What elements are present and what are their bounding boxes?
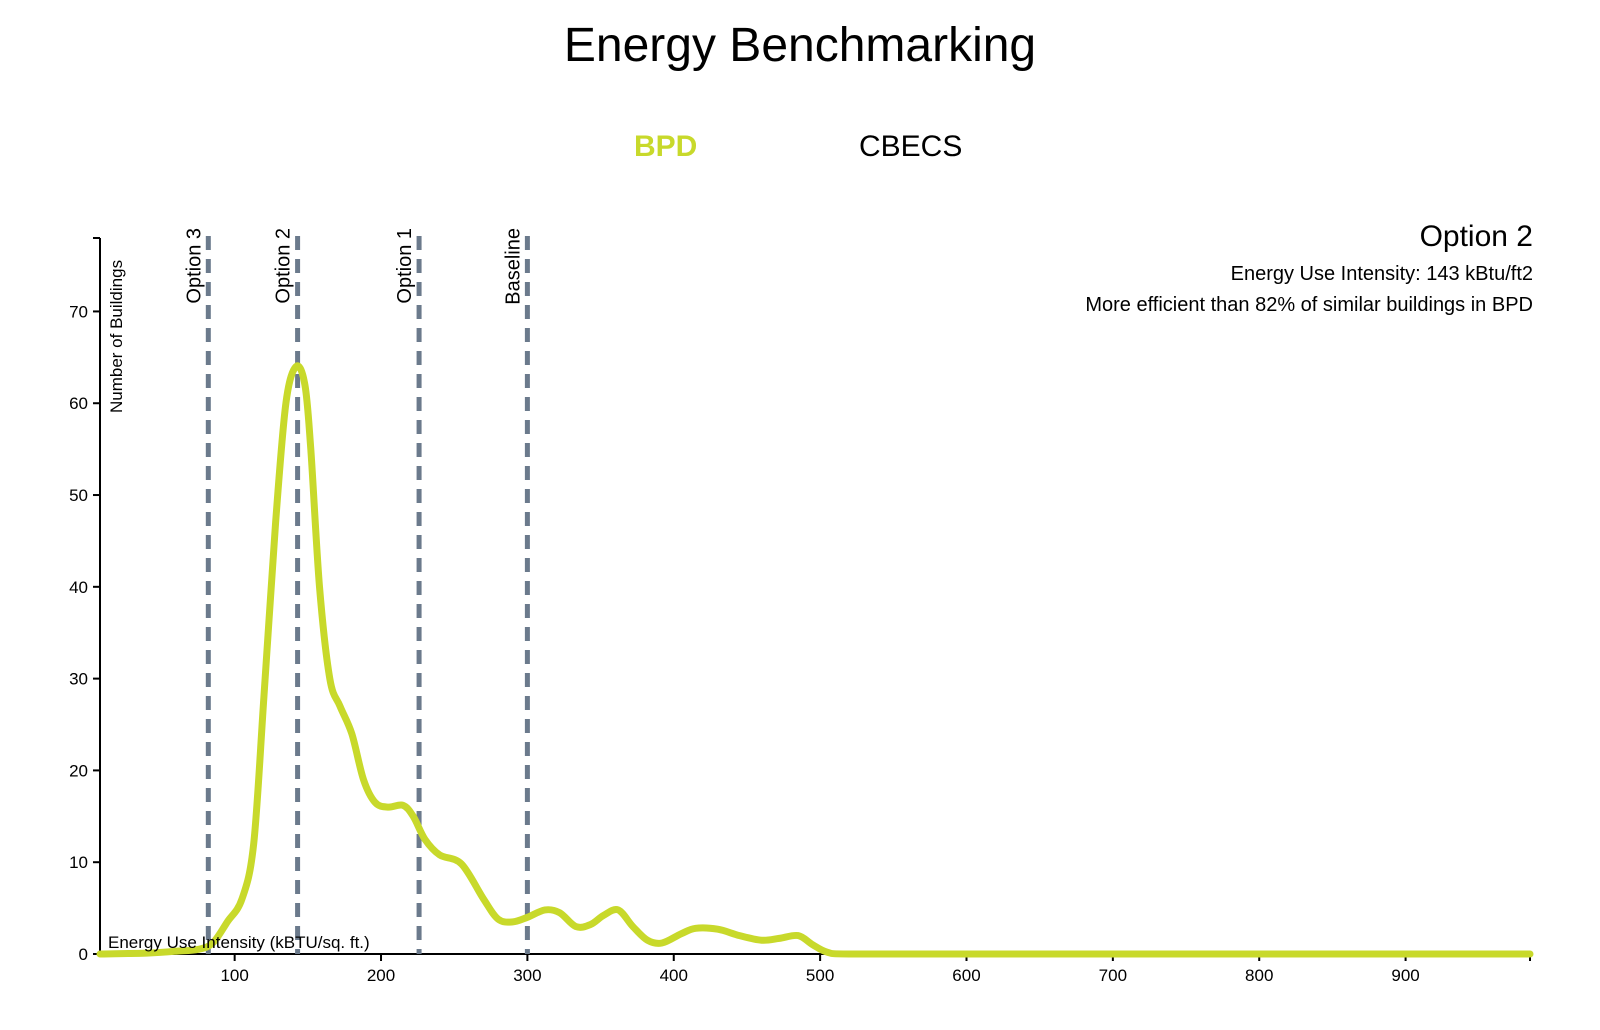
chart-title: Energy Benchmarking xyxy=(563,19,1037,72)
marker-label: Option 3 xyxy=(183,228,205,304)
y-tick-label: 70 xyxy=(69,302,88,321)
y-axis: 0 10 20 30 40 50 60 70 xyxy=(69,237,101,964)
option-markers: Option 3 Option 2 Option 1 Baseline xyxy=(183,228,530,954)
x-tick-label: 200 xyxy=(367,966,395,985)
y-tick-label: 50 xyxy=(69,486,88,505)
marker-label: Option 2 xyxy=(273,228,295,304)
marker-label: Option 1 xyxy=(394,228,416,304)
selected-option-title: Option 2 xyxy=(1419,220,1533,253)
x-axis: 100 200 300 400 500 600 700 800 900 xyxy=(100,953,1531,985)
tab-bpd[interactable]: BPD xyxy=(634,130,698,163)
series-group xyxy=(96,362,1534,958)
x-axis-label: Energy Use Intensity (kBTU/sq. ft.) xyxy=(108,933,370,952)
x-tick-label: 500 xyxy=(806,966,834,985)
y-tick-label: 10 xyxy=(69,853,88,872)
selected-option-eui: Energy Use Intensity: 143 kBtu/ft2 xyxy=(1230,263,1533,285)
series-line-bpd xyxy=(96,362,1534,958)
y-tick-label: 60 xyxy=(69,394,88,413)
y-tick-label: 20 xyxy=(69,761,88,780)
y-axis-label: Number of Buildings xyxy=(107,260,126,413)
x-tick-label: 100 xyxy=(220,966,248,985)
x-tick-label: 800 xyxy=(1245,966,1273,985)
x-tick-label: 900 xyxy=(1391,966,1419,985)
selected-option-efficiency: More efficient than 82% of similar build… xyxy=(1085,294,1533,316)
y-tick-label: 0 xyxy=(79,945,88,964)
marker-label: Baseline xyxy=(502,228,524,305)
x-tick-label: 300 xyxy=(513,966,541,985)
x-tick-label: 400 xyxy=(660,966,688,985)
tab-cbecs[interactable]: CBECS xyxy=(859,130,963,163)
x-tick-label: 700 xyxy=(1099,966,1127,985)
y-tick-label: 40 xyxy=(69,578,88,597)
x-tick-label: 600 xyxy=(952,966,980,985)
y-tick-label: 30 xyxy=(69,670,88,689)
